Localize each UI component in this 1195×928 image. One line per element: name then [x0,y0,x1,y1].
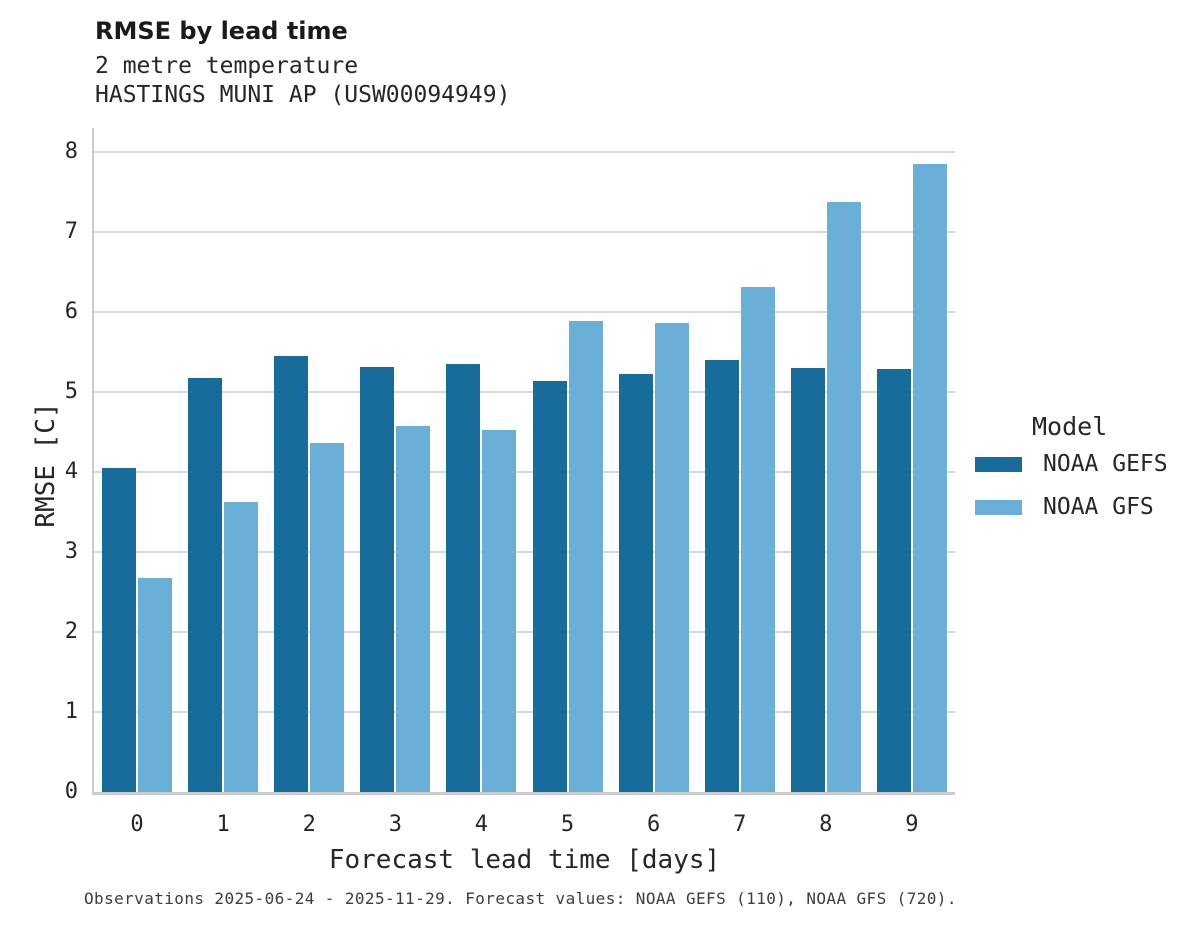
y-tick-label-1: 1 [64,699,78,724]
bar-noaa-gfs-lead-9 [912,164,947,792]
bar-noaa-gfs-lead-8 [826,202,861,792]
legend-label-noaa-gefs: NOAA GEFS [1043,451,1168,477]
bar-group-lead-0 [94,128,180,792]
bar-noaa-gfs-lead-5 [568,320,603,792]
legend-item-noaa-gfs: NOAA GFS [975,494,1168,520]
bar-noaa-gefs-lead-7 [704,360,739,792]
chart-subtitle-station: HASTINGS MUNI AP (USW00094949) [95,82,511,108]
x-tick-label-3: 3 [388,812,402,837]
x-tick-label-2: 2 [302,812,316,837]
bar-noaa-gfs-lead-0 [138,578,173,792]
legend: Model NOAA GEFS NOAA GFS [975,412,1168,537]
legend-title: Model [1032,412,1108,441]
bar-noaa-gefs-lead-3 [360,367,395,792]
legend-label-noaa-gfs: NOAA GFS [1043,494,1154,520]
x-tick-label-7: 7 [733,812,747,837]
chart-title: RMSE by lead time [95,17,348,45]
bar-noaa-gefs-lead-9 [876,368,911,792]
gridline-y-7 [94,231,955,233]
bar-noaa-gfs-lead-4 [482,429,517,792]
gridline-y-6 [94,311,955,313]
x-tick-label-1: 1 [216,812,230,837]
x-tick-label-8: 8 [819,812,833,837]
gridline-y-5 [94,391,955,393]
x-tick-label-0: 0 [130,812,144,837]
y-tick-label-2: 2 [64,619,78,644]
gridline-y-3 [94,551,955,553]
bar-group-lead-1 [180,128,266,792]
footnote: Observations 2025-06-24 - 2025-11-29. Fo… [84,889,957,908]
bar-group-lead-7 [697,128,783,792]
bar-noaa-gfs-lead-6 [654,323,689,792]
bar-group-lead-4 [438,128,524,792]
y-tick-label-7: 7 [64,219,78,244]
bar-noaa-gefs-lead-2 [274,356,309,792]
plot-area [92,128,955,795]
bar-noaa-gefs-lead-4 [446,364,481,792]
bar-noaa-gefs-lead-0 [102,468,137,792]
bar-noaa-gfs-lead-2 [310,443,345,792]
bar-noaa-gefs-lead-5 [532,380,567,792]
y-tick-label-4: 4 [64,459,78,484]
bar-group-lead-2 [266,128,352,792]
bar-group-lead-8 [783,128,869,792]
y-tick-label-0: 0 [64,779,78,804]
x-tick-label-6: 6 [646,812,661,837]
y-axis-tick-labels: 0 1 2 3 4 5 6 7 8 [24,128,78,804]
y-tick-label-5: 5 [64,379,78,404]
y-axis-spine [92,128,94,795]
x-tick-label-5: 5 [560,812,575,837]
bar-group-lead-5 [524,128,610,792]
gridline-y-1 [94,711,955,713]
chart-subtitle-variable: 2 metre temperature [95,53,359,79]
bar-group-lead-6 [611,128,697,792]
y-tick-label-3: 3 [64,539,78,564]
bar-noaa-gefs-lead-6 [618,374,653,792]
bar-group-lead-9 [869,128,955,792]
bar-noaa-gfs-lead-3 [396,425,431,792]
gridline-y-2 [94,631,955,633]
y-tick-label-6: 6 [64,299,78,324]
bar-group-lead-3 [352,128,438,792]
bar-noaa-gfs-lead-1 [224,502,259,792]
legend-item-noaa-gefs: NOAA GEFS [975,451,1168,477]
legend-swatch-noaa-gfs [975,499,1022,515]
bar-noaa-gfs-lead-7 [740,287,775,792]
bar-noaa-gefs-lead-1 [188,378,223,792]
gridline-y-4 [94,471,955,473]
y-tick-label-8: 8 [64,139,78,164]
x-tick-label-9: 9 [905,812,919,837]
gridline-y-8 [94,151,955,153]
legend-swatch-noaa-gefs [975,456,1022,472]
x-axis-tick-labels: 0 1 2 3 4 5 6 7 8 9 [94,812,955,837]
x-axis-label: Forecast lead time [days] [328,845,721,875]
x-axis-spine [92,792,955,795]
x-tick-label-4: 4 [474,812,489,837]
bar-groups [94,128,955,792]
bar-noaa-gefs-lead-8 [790,368,825,792]
